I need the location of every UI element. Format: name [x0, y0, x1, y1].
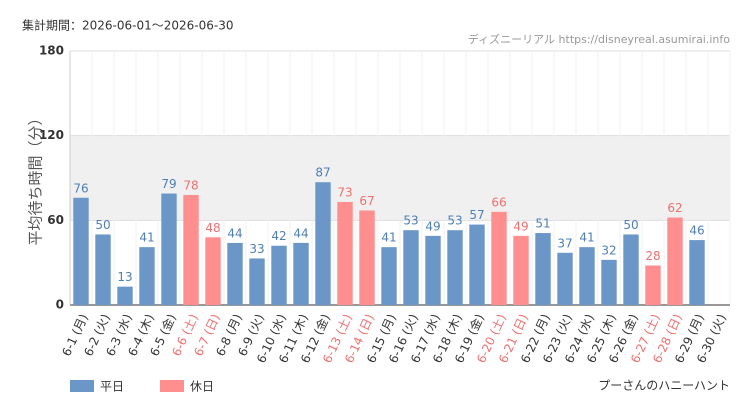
y-axis-label: 平均待ち時間（分）: [27, 110, 45, 245]
y-tick-label: 120: [39, 128, 64, 142]
bar: [183, 194, 199, 305]
bar: [139, 247, 155, 305]
data-label: 78: [183, 178, 198, 192]
data-label: 44: [227, 226, 242, 240]
data-label: 41: [381, 231, 396, 245]
bar: [227, 242, 243, 305]
header: 集計期間：2026-06-01～2026-06-30: [22, 18, 233, 33]
bar: [469, 224, 485, 305]
bar: [95, 234, 111, 305]
data-label: 49: [425, 219, 440, 233]
data-label: 87: [315, 166, 330, 180]
data-label: 13: [117, 270, 132, 284]
y-tick-label: 180: [39, 44, 64, 58]
bar: [249, 258, 265, 305]
bar: [381, 247, 397, 305]
data-label: 49: [513, 219, 528, 233]
bar: [491, 211, 507, 305]
bar: [315, 182, 331, 305]
bar: [117, 286, 133, 305]
legend-swatch: [160, 380, 184, 392]
data-label: 46: [689, 224, 704, 238]
bar: [689, 240, 705, 305]
bar: [447, 230, 463, 305]
bar: [513, 235, 529, 305]
bar: [535, 233, 551, 305]
bar: [623, 234, 639, 305]
bar: [403, 230, 419, 305]
data-label: 50: [623, 218, 638, 232]
y-tick-label: 0: [56, 298, 64, 312]
data-label: 44: [293, 226, 308, 240]
bar: [205, 237, 221, 305]
bar: [271, 245, 287, 305]
legend-swatch: [70, 380, 94, 392]
data-label: 79: [161, 177, 176, 191]
bar: [557, 252, 573, 305]
y-tick-label: 60: [47, 213, 64, 227]
legend-label: 平日: [100, 380, 124, 394]
bar: [161, 193, 177, 305]
data-label: 67: [359, 194, 374, 208]
bar: [73, 197, 89, 305]
bar: [601, 259, 617, 305]
footer: プーさんのハニーハント: [598, 379, 730, 393]
data-label: 28: [645, 249, 660, 263]
data-label: 76: [73, 181, 88, 195]
data-label: 73: [337, 185, 352, 199]
data-label: 32: [601, 243, 616, 257]
bar: [579, 247, 595, 305]
data-label: 41: [139, 231, 154, 245]
data-label: 50: [95, 218, 110, 232]
data-label: 48: [205, 221, 220, 235]
data-label: 62: [667, 201, 682, 215]
bar: [645, 265, 661, 305]
bar: [293, 242, 309, 305]
data-label: 33: [249, 242, 264, 256]
data-label: 57: [469, 208, 484, 222]
data-label: 53: [403, 214, 418, 228]
data-label: 51: [535, 217, 550, 231]
bar: [337, 201, 353, 305]
legend-label: 休日: [190, 380, 214, 394]
data-label: 37: [557, 236, 572, 250]
bar: [667, 217, 683, 305]
data-label: 53: [447, 214, 462, 228]
bar: [425, 235, 441, 305]
data-label: 41: [579, 231, 594, 245]
data-label: 42: [271, 229, 286, 243]
source: ディズニーリアル https://disneyreal.asumirai.inf…: [468, 32, 730, 46]
bar: [359, 210, 375, 305]
data-label: 66: [491, 195, 506, 209]
